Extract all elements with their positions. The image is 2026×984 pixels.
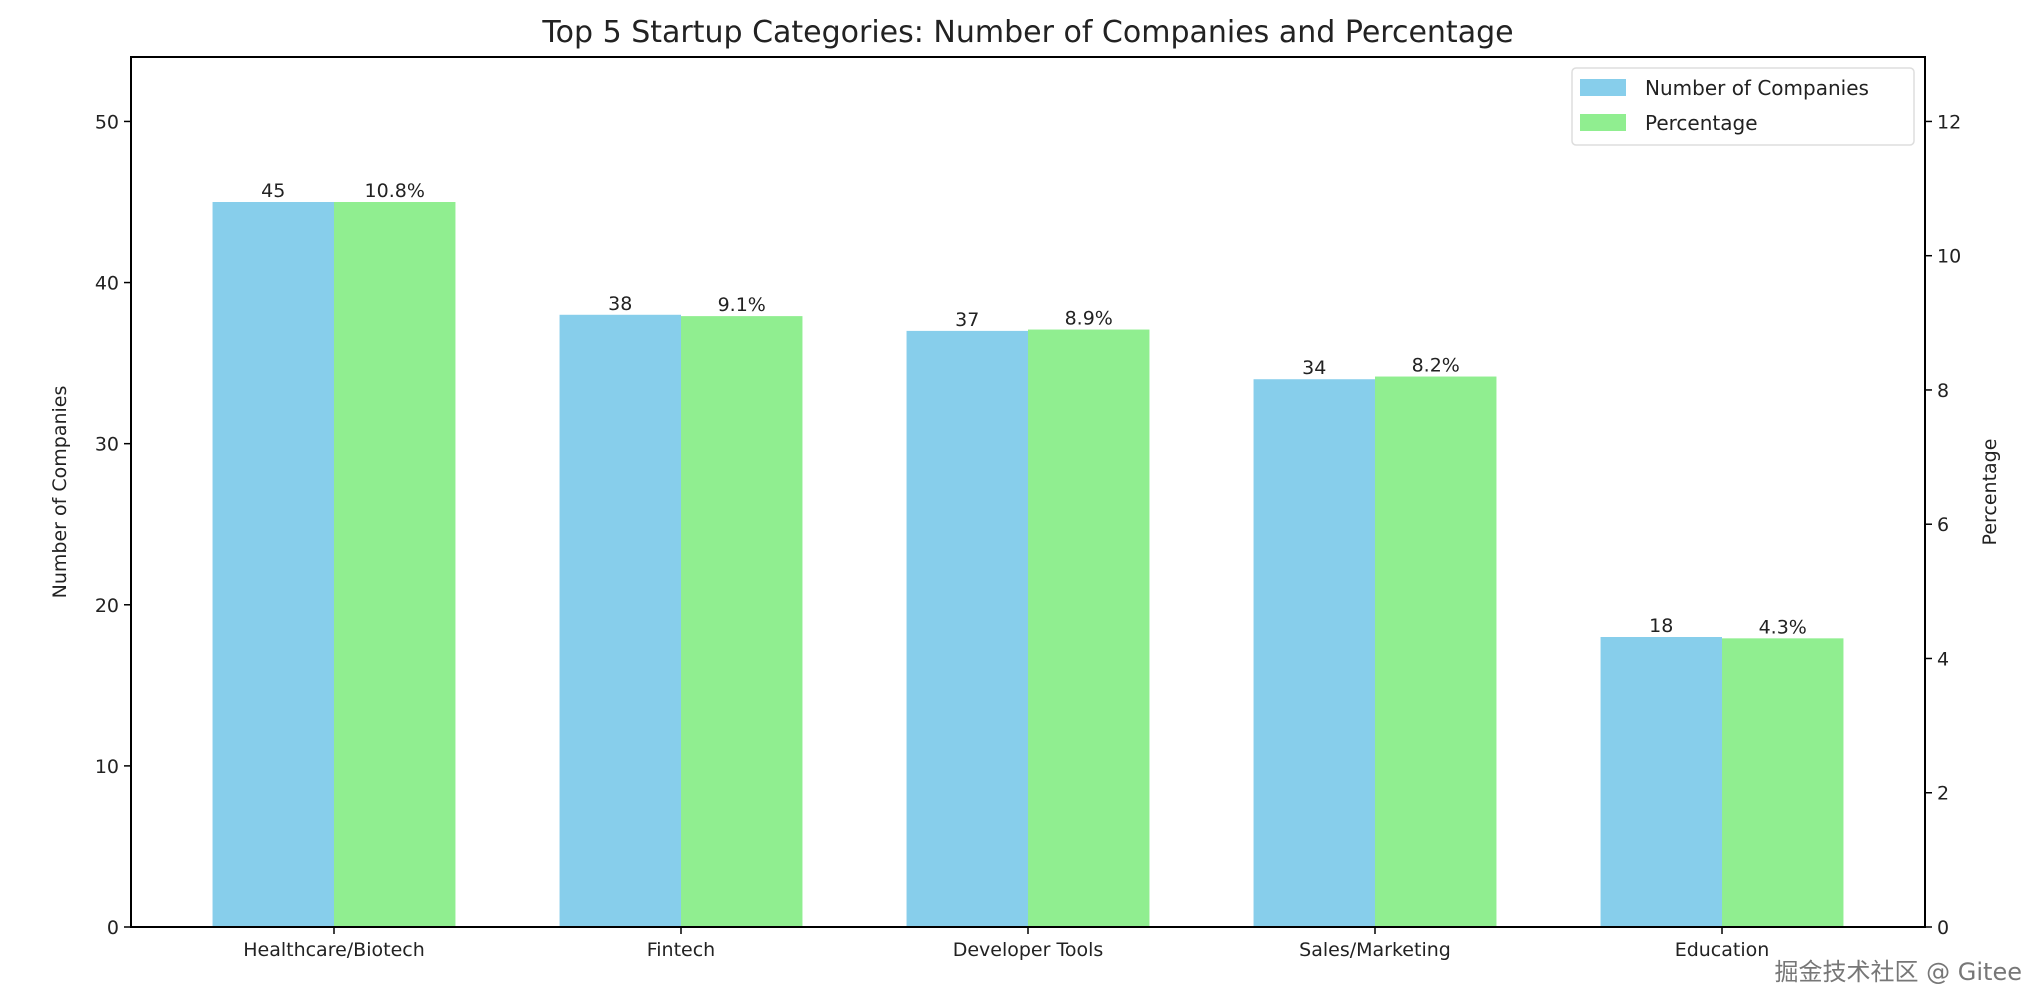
data-label: 37 — [955, 309, 979, 331]
bar-percentage — [1722, 638, 1844, 927]
legend-label-companies: Number of Companies — [1645, 76, 1869, 100]
legend: Number of Companies Percentage — [1571, 67, 1915, 146]
y2-tick-label: 2 — [1937, 783, 1949, 805]
x-tick-label: Fintech — [647, 939, 716, 961]
bar-companies — [906, 330, 1028, 927]
x-tick-label: Sales/Marketing — [1299, 939, 1451, 961]
bar-companies — [1253, 379, 1376, 927]
x-tick-label: Developer Tools — [953, 939, 1104, 961]
y-axis-label: Number of Companies — [49, 386, 71, 599]
bar-percentage — [680, 316, 803, 927]
y-tick-label: 20 — [95, 595, 119, 617]
data-label: 10.8% — [365, 180, 425, 202]
chart-title: Top 5 Startup Categories: Number of Comp… — [541, 15, 1513, 50]
data-label: 45 — [261, 180, 285, 202]
bar-companies — [212, 202, 334, 927]
bar-percentage — [1028, 329, 1150, 928]
x-tick-label: Education — [1675, 939, 1770, 961]
data-label: 8.9% — [1065, 308, 1113, 330]
y-tick-label: 50 — [95, 111, 119, 133]
y-tick-label: 0 — [107, 917, 119, 939]
y2-axis-label: Percentage — [1979, 439, 2001, 546]
data-label: 18 — [1649, 615, 1673, 637]
y-tick-label: 40 — [95, 273, 119, 295]
y-tick-label: 10 — [95, 756, 119, 778]
data-label: 8.2% — [1412, 355, 1460, 377]
legend-swatch-percentage — [1580, 114, 1626, 131]
data-label: 34 — [1302, 357, 1326, 379]
y2-tick-label: 4 — [1937, 648, 1949, 670]
data-label: 38 — [608, 293, 632, 315]
legend-box — [1571, 67, 1915, 146]
y2-tick-label: 10 — [1937, 246, 1961, 268]
bar-percentage — [333, 202, 456, 927]
y2-tick-label: 6 — [1937, 514, 1949, 536]
x-tick-label: Healthcare/Biotech — [243, 939, 425, 961]
bar-companies — [1600, 637, 1723, 927]
watermark: 掘金技术社区 @ Gitee — [1775, 958, 2022, 984]
y2-tick-label: 12 — [1937, 111, 1961, 133]
y-tick-label: 30 — [95, 434, 119, 456]
y2-tick-label: 8 — [1937, 380, 1949, 402]
legend-swatch-companies — [1580, 79, 1626, 96]
data-label: 4.3% — [1759, 616, 1807, 638]
data-label: 9.1% — [718, 294, 766, 316]
y2-tick-label: 0 — [1937, 917, 1949, 939]
bar-companies — [559, 314, 681, 927]
legend-label-percentage: Percentage — [1645, 111, 1758, 135]
bar-percentage — [1375, 376, 1497, 927]
